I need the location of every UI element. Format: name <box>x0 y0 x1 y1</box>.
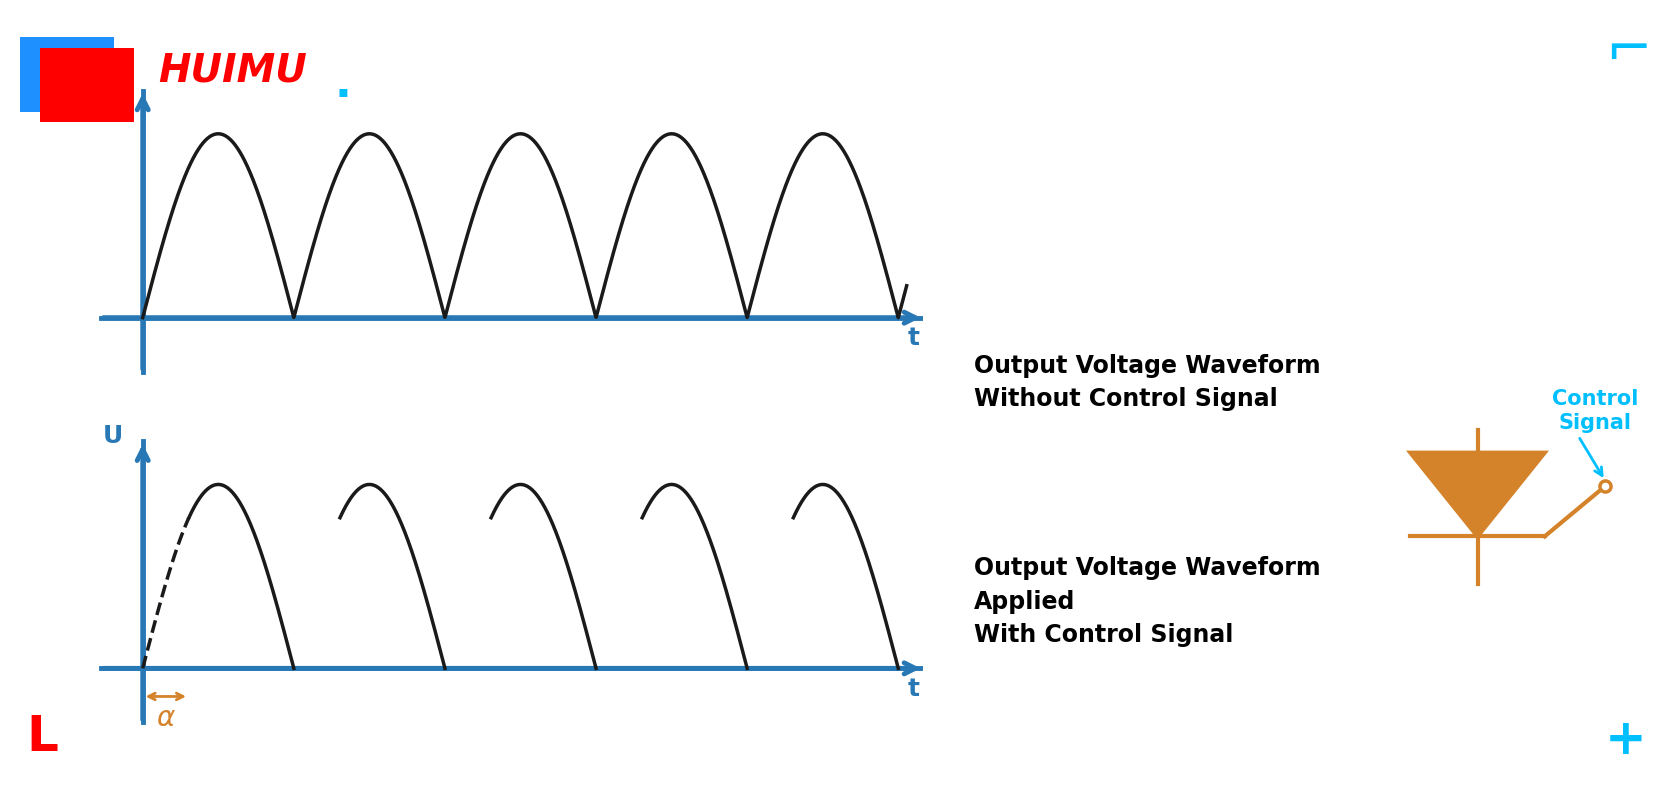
Text: ⌐: ⌐ <box>1605 25 1652 79</box>
Text: +: + <box>1605 716 1645 764</box>
Text: U: U <box>102 73 124 97</box>
FancyBboxPatch shape <box>20 37 114 112</box>
Text: t: t <box>907 326 920 351</box>
FancyBboxPatch shape <box>40 48 134 122</box>
Text: $\alpha$: $\alpha$ <box>156 704 176 732</box>
Text: Output Voltage Waveform
Applied
With Control Signal: Output Voltage Waveform Applied With Con… <box>974 556 1320 647</box>
Text: HUIMU: HUIMU <box>158 52 307 89</box>
Text: Output Voltage Waveform
Without Control Signal: Output Voltage Waveform Without Control … <box>974 354 1320 411</box>
Polygon shape <box>1410 453 1545 536</box>
Text: .: . <box>334 62 351 105</box>
Text: t: t <box>907 677 920 701</box>
Text: Control
Signal: Control Signal <box>1551 388 1639 434</box>
Text: U: U <box>102 424 124 448</box>
Text: L: L <box>27 713 57 761</box>
